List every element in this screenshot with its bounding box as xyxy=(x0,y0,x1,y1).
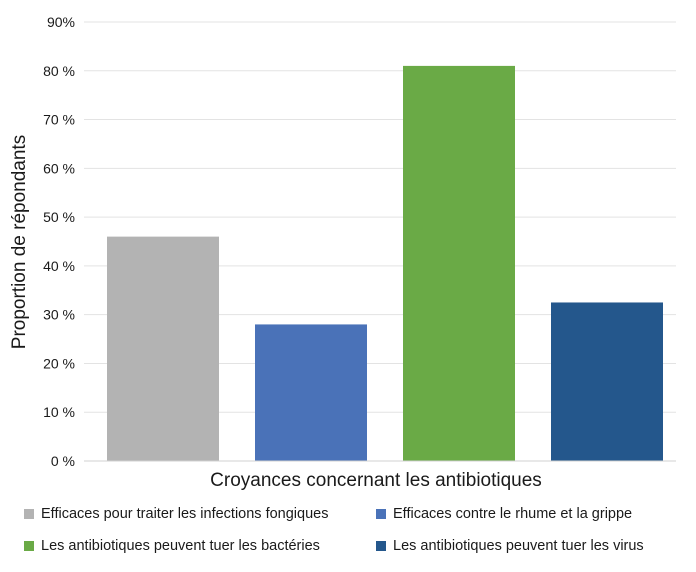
legend-item-virus: Les antibiotiques peuvent tuer les virus xyxy=(376,538,644,554)
y-axis-ticks: 0 % 10 % 20 % 30 % 40 % 50 % 60 % 70 % 80 % 90% xyxy=(43,14,75,469)
y-tick-label: 80 % xyxy=(43,63,75,79)
bar-fungal xyxy=(107,236,219,461)
y-axis-title: Proportion de répondants xyxy=(9,135,30,349)
legend-item-bacteria: Les antibiotiques peuvent tuer les bacté… xyxy=(24,538,320,554)
legend-item-cold-flu: Efficaces contre le rhume et la grippe xyxy=(376,506,632,522)
legend-label-fungal: Efficaces pour traiter les infections fo… xyxy=(41,506,329,522)
legend-label-virus: Les antibiotiques peuvent tuer les virus xyxy=(393,538,644,554)
legend-swatch-bacteria xyxy=(24,541,34,551)
x-axis-title: Croyances concernant les antibiotiques xyxy=(210,470,542,491)
bar-cold-flu xyxy=(255,324,367,461)
y-tick-label: 30 % xyxy=(43,307,75,323)
y-tick-label: 0 % xyxy=(51,453,75,469)
bars xyxy=(107,65,663,462)
legend-swatch-virus xyxy=(376,541,386,551)
legend-swatch-fungal xyxy=(24,509,34,519)
y-tick-label: 60 % xyxy=(43,160,75,176)
y-tick-label: 50 % xyxy=(43,209,75,225)
legend-label-bacteria: Les antibiotiques peuvent tuer les bacté… xyxy=(41,538,320,554)
legend-swatch-cold-flu xyxy=(376,509,386,519)
y-tick-label: 90% xyxy=(47,14,75,30)
legend-item-fungal: Efficaces pour traiter les infections fo… xyxy=(24,506,328,522)
y-tick-label: 10 % xyxy=(43,404,75,420)
bar-virus xyxy=(551,302,663,461)
bar-bacteria xyxy=(403,65,515,462)
legend-label-cold-flu: Efficaces contre le rhume et la grippe xyxy=(393,506,633,522)
y-tick-label: 40 % xyxy=(43,258,75,274)
y-tick-label: 20 % xyxy=(43,355,75,371)
y-tick-label: 70 % xyxy=(43,112,75,128)
